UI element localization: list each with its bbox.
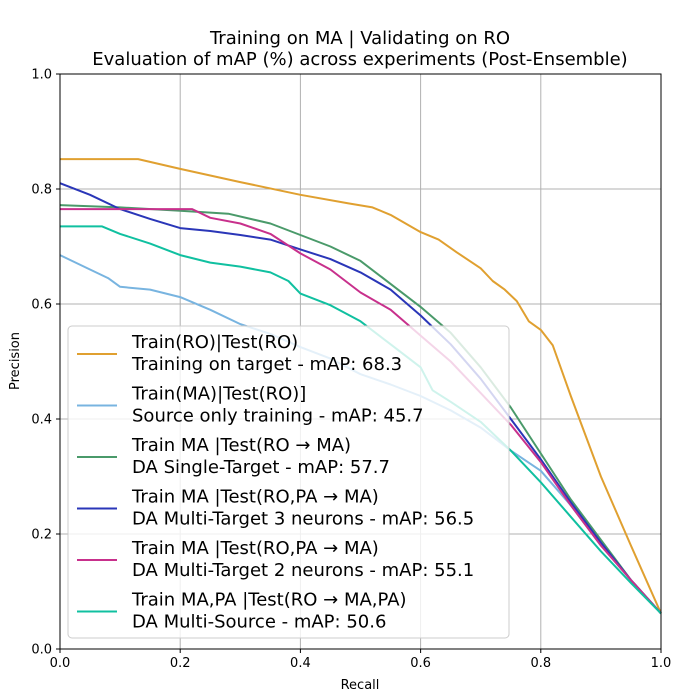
legend-description-1: Training on target - mAP: 68.3 [131, 354, 402, 375]
legend-name-3: Train MA |Test(RO → MA) [131, 435, 351, 456]
x-axis-label: Recall [341, 678, 380, 693]
legend-box [67, 325, 510, 639]
series-line-5 [60, 208, 662, 615]
x-tick-label: 0.0 [50, 656, 71, 671]
y-axis-label: Precision [8, 332, 23, 390]
x-tick-label: 0.2 [170, 656, 191, 671]
series-line-1 [60, 158, 662, 614]
plot-frame [59, 73, 662, 650]
x-tick-label: 1.0 [651, 656, 672, 671]
legend-description-5: DA Multi-Target 2 neurons - mAP: 55.1 [132, 560, 474, 581]
legend-description-4: DA Multi-Target 3 neurons - mAP: 56.5 [132, 509, 474, 530]
legend-name-5: Train MA |Test(RO,PA → MA) [131, 538, 379, 559]
series-line-6 [60, 225, 662, 615]
legend-description-6: DA Multi-Source - mAP: 50.6 [132, 612, 386, 633]
x-tick-label: 0.6 [410, 656, 431, 671]
y-tick-label: 0.2 [31, 528, 52, 543]
legend-name-1: Train(RO)|Test(RO) [131, 332, 298, 353]
x-tick-label: 0.4 [290, 656, 311, 671]
y-tick-label: 0.4 [31, 413, 52, 428]
y-tick-label: 1.0 [31, 68, 52, 83]
y-tick-label: 0.8 [31, 183, 52, 198]
legend: Train(RO)|Test(RO)Training on target - m… [67, 325, 510, 639]
x-tick-label: 0.8 [530, 656, 551, 671]
legend-name-6: Train MA,PA |Test(RO → MA,PA) [131, 590, 407, 611]
y-tick-label: 0.6 [31, 298, 52, 313]
legend-description-3: DA Single-Target - mAP: 57.7 [132, 457, 390, 478]
y-tick-label: 0.0 [31, 643, 52, 658]
legend-name-2: Train(MA)|Test(RO)] [131, 384, 306, 405]
series-line-3 [59, 204, 662, 615]
legend-name-4: Train MA |Test(RO,PA → MA) [131, 487, 379, 508]
chart-title: Training on MA | Validating on RO [209, 28, 510, 49]
legend-description-2: Source only training - mAP: 45.7 [132, 406, 424, 427]
chart-subtitle: Evaluation of mAP (%) across experiments… [92, 49, 627, 70]
axis-ticks: 0.0 0.2 0.4 0.6 0.8 1.0 0.0 0.2 0.4 0.6 0.8 1.0 [31, 68, 671, 672]
series-line-4 [59, 182, 662, 615]
